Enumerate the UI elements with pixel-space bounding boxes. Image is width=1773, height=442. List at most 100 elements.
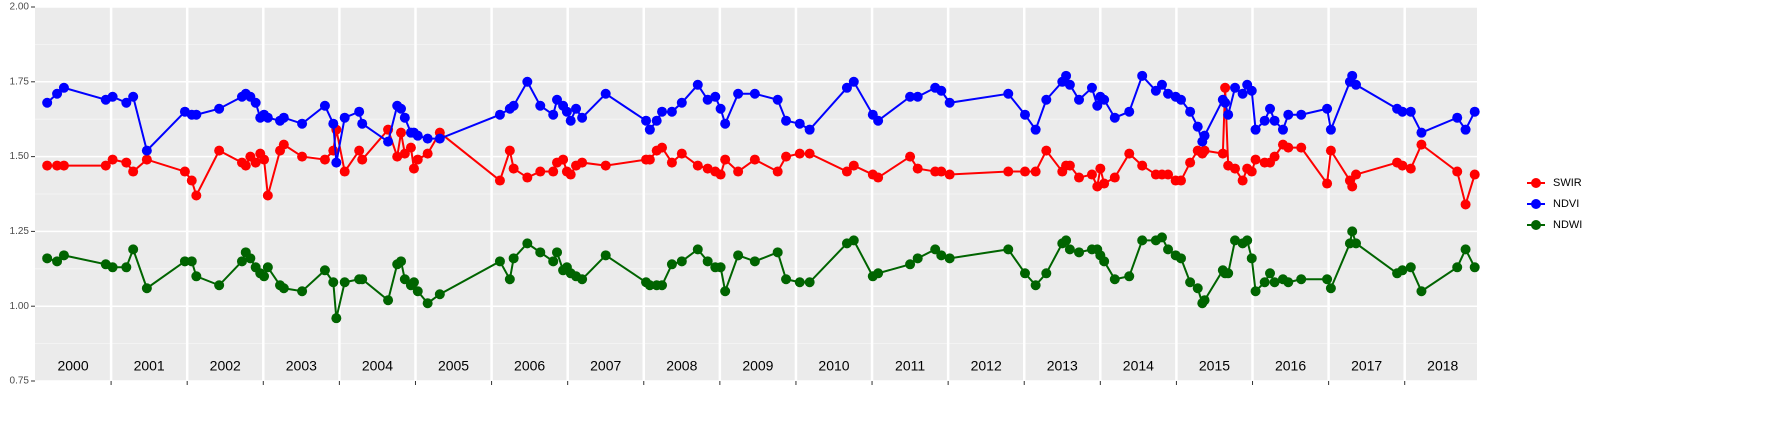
data-point bbox=[772, 166, 783, 177]
data-point bbox=[1109, 112, 1120, 123]
data-point bbox=[1351, 169, 1362, 180]
data-point bbox=[1237, 88, 1248, 99]
data-point bbox=[1163, 169, 1174, 180]
data-point bbox=[848, 235, 859, 246]
data-point bbox=[1325, 145, 1336, 156]
data-point bbox=[944, 169, 955, 180]
data-point bbox=[392, 151, 403, 162]
data-point bbox=[905, 151, 916, 162]
data-point bbox=[494, 109, 505, 120]
legend-label: SWIR bbox=[1553, 177, 1582, 189]
data-point bbox=[1041, 145, 1052, 156]
data-point bbox=[141, 145, 152, 156]
data-point bbox=[1019, 109, 1030, 120]
data-point bbox=[1223, 268, 1234, 279]
data-point bbox=[1217, 148, 1228, 159]
data-point bbox=[1325, 124, 1336, 135]
data-point bbox=[259, 154, 270, 165]
data-point bbox=[214, 145, 225, 156]
data-point bbox=[657, 280, 668, 291]
data-point bbox=[319, 154, 330, 165]
data-point bbox=[1124, 106, 1135, 117]
data-point bbox=[354, 106, 365, 117]
data-point bbox=[715, 103, 726, 114]
data-point bbox=[1416, 139, 1427, 150]
data-point bbox=[657, 142, 668, 153]
data-point bbox=[715, 262, 726, 273]
data-point bbox=[1277, 124, 1288, 135]
data-point bbox=[1030, 166, 1041, 177]
data-point bbox=[1283, 277, 1294, 288]
data-point bbox=[1163, 244, 1174, 255]
data-point bbox=[1099, 256, 1110, 267]
data-point bbox=[58, 82, 69, 93]
data-point bbox=[508, 253, 519, 264]
data-point bbox=[262, 190, 273, 201]
data-point bbox=[494, 256, 505, 267]
data-point bbox=[702, 256, 713, 267]
data-point bbox=[1265, 268, 1276, 279]
legend-marker bbox=[1531, 199, 1541, 209]
data-point bbox=[508, 100, 519, 111]
data-point bbox=[1109, 274, 1120, 285]
data-point bbox=[733, 88, 744, 99]
data-point bbox=[1246, 85, 1257, 96]
data-point bbox=[1163, 88, 1174, 99]
data-point bbox=[848, 160, 859, 171]
data-point bbox=[1452, 166, 1463, 177]
data-point bbox=[944, 97, 955, 108]
data-point bbox=[565, 169, 576, 180]
data-point bbox=[936, 166, 947, 177]
data-point bbox=[848, 76, 859, 87]
data-point bbox=[644, 280, 655, 291]
data-point bbox=[434, 133, 445, 144]
data-point bbox=[781, 274, 792, 285]
data-point bbox=[328, 118, 339, 129]
data-point bbox=[571, 103, 582, 114]
data-point bbox=[504, 145, 515, 156]
data-point bbox=[1074, 247, 1085, 258]
data-point bbox=[383, 295, 394, 306]
data-point bbox=[1074, 94, 1085, 105]
data-point bbox=[1092, 100, 1103, 111]
data-point bbox=[339, 277, 350, 288]
x-tick-label: 2006 bbox=[514, 358, 545, 374]
data-point bbox=[552, 94, 563, 105]
data-point bbox=[702, 94, 713, 105]
x-tick-label: 2013 bbox=[1047, 358, 1078, 374]
x-tick-label: 2001 bbox=[134, 358, 165, 374]
data-point bbox=[522, 76, 533, 87]
data-point bbox=[1347, 70, 1358, 81]
data-point bbox=[1405, 262, 1416, 273]
y-tick-label: 1.25 bbox=[10, 226, 30, 237]
data-point bbox=[1246, 166, 1257, 177]
data-point bbox=[715, 169, 726, 180]
data-point bbox=[52, 160, 63, 171]
y-tick-label: 2.00 bbox=[10, 2, 30, 13]
data-point bbox=[297, 286, 308, 297]
data-point bbox=[1283, 109, 1294, 120]
data-point bbox=[262, 262, 273, 273]
data-point bbox=[522, 238, 533, 249]
data-point bbox=[1019, 166, 1030, 177]
data-point bbox=[1223, 109, 1234, 120]
data-point bbox=[179, 256, 190, 267]
data-point bbox=[399, 148, 410, 159]
data-point bbox=[1469, 106, 1480, 117]
data-point bbox=[1296, 142, 1307, 153]
data-point bbox=[1405, 163, 1416, 174]
data-point bbox=[749, 154, 760, 165]
data-point bbox=[1019, 268, 1030, 279]
data-point bbox=[504, 274, 515, 285]
data-point bbox=[1269, 115, 1280, 126]
data-point bbox=[577, 157, 588, 168]
data-point bbox=[121, 262, 132, 273]
data-point bbox=[1351, 238, 1362, 249]
data-point bbox=[936, 250, 947, 261]
data-point bbox=[749, 256, 760, 267]
data-point bbox=[804, 124, 815, 135]
data-point bbox=[422, 148, 433, 159]
data-point bbox=[422, 298, 433, 309]
